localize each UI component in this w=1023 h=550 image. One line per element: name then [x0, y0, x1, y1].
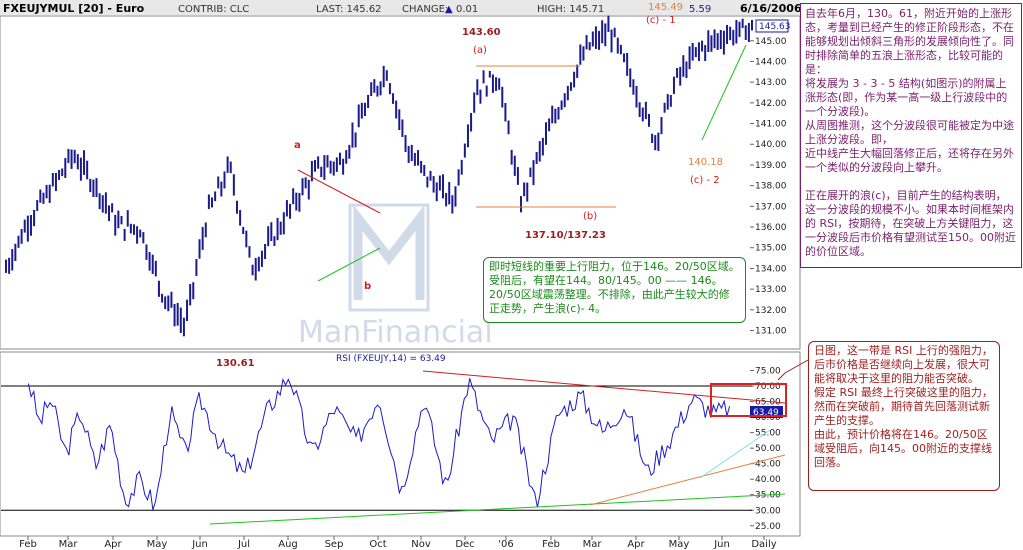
low-b-label: (b): [583, 211, 597, 222]
rsi-y-tick-label: 30.00: [755, 506, 781, 516]
change-arrow-icon: ▲: [445, 4, 453, 15]
rsi-resistance-highlight-box: [710, 383, 787, 417]
price-y-tick-label: 134.00: [755, 264, 787, 274]
x-tick-label: Aug: [278, 539, 298, 550]
watermark-logo: ManFinancial: [298, 203, 493, 350]
price-y-tick-label: 144.00: [755, 57, 787, 67]
rsi-title: RSI (FXEUJY,14) = 63.49: [336, 354, 446, 364]
rsi-y-tick-label: 60.00: [755, 413, 781, 423]
c2-label: (c) - 2: [690, 175, 720, 186]
small-b-label: b: [364, 281, 371, 292]
symbol-label: FXEUJYMUL [20] - Euro: [3, 2, 145, 15]
last-value-text: 145.63: [759, 22, 791, 32]
analysis-note-rsi: 日图，这一带是 RSI 上行的强阻力，后市价格是否继续向上发展，很大可能将取决于…: [808, 341, 1000, 491]
price-y-tick-label: 141.00: [755, 120, 787, 130]
rsi-note-connector: [777, 372, 786, 381]
small-a-label: a: [294, 140, 301, 151]
high-label: HIGH: 145.71: [537, 4, 604, 15]
price-y-tick-label: 131.00: [755, 327, 787, 337]
x-tick-label: Jun: [191, 539, 208, 550]
watermark-text: ManFinancial: [298, 315, 493, 350]
c1-value: 145.49: [648, 2, 683, 13]
rsi-value-text: 63.49: [753, 408, 779, 418]
rsi-support-line-cyan: [699, 429, 771, 479]
price-y-tick-label: 139.00: [755, 161, 787, 171]
price-y-tick-label: 140.00: [755, 140, 787, 150]
last-label: LAST: 145.62: [316, 4, 382, 15]
top-num-label: 5.59: [689, 4, 711, 15]
price-y-tick-label: 145.00: [755, 37, 787, 47]
x-tick-label: Mar: [59, 539, 79, 550]
x-tick-label: Feb: [19, 539, 37, 550]
rsi-support-line-long: [209, 493, 786, 525]
resistance-line-small-a: [297, 169, 381, 214]
c2-value: 140.18: [688, 157, 723, 168]
rsi-line-path: [27, 378, 731, 511]
x-tick-label: Jul: [237, 539, 250, 550]
peak-a-label: (a): [473, 45, 487, 56]
x-axis: Feb Mar Apr May Jun Jul Aug Sep Oct Nov Dec '06 Feb M…: [19, 536, 777, 550]
x-tick-label: Oct: [369, 539, 386, 550]
x-tick-label: Apr: [627, 539, 645, 550]
price-y-tick-label: 132.00: [755, 306, 787, 316]
x-tick-label: Feb: [542, 539, 560, 550]
x-tick-label: May: [669, 539, 690, 550]
price-bars: [5, 15, 753, 337]
price-y-tick-label: 136.00: [755, 223, 787, 233]
rsi-note-connector-2: [784, 359, 809, 374]
x-tick-label: Nov: [411, 539, 431, 550]
rsi-series: [27, 378, 731, 511]
low-2005-label: 130.61: [216, 358, 255, 369]
rsi-y-tick-label: 45.00: [755, 460, 781, 470]
x-tick-label: Daily: [751, 539, 776, 550]
x-tick-label: Sep: [325, 539, 344, 550]
rsi-y-tick-label: 35.00: [755, 491, 781, 501]
price-y-tick-label: 137.00: [755, 202, 787, 212]
rsi-resistance-line: [422, 370, 786, 404]
price-y-tick-label: 138.00: [755, 182, 787, 192]
x-tick-label: '06: [498, 539, 513, 550]
analysis-note-short-term: 即时短线的重要上行阻力，位于146。20/50区域。受阻后，有望在144。80/…: [483, 257, 746, 323]
change-label: CHANGE:: [402, 4, 448, 15]
c1-label: (c) - 1: [646, 15, 676, 26]
rsi-y-tick-label: 55.00: [755, 429, 781, 439]
rsi-panel: [0, 351, 801, 537]
price-y-tick-label: 133.00: [755, 285, 787, 295]
peak-a-value: 143.60: [462, 27, 501, 38]
rsi-y-axis: 25.00 30.00 35.00 40.00 45.00 50.00 55.00 60.00…: [1, 367, 781, 532]
price-y-tick-label: 135.00: [755, 244, 787, 254]
x-tick-label: Mar: [583, 539, 603, 550]
support-line-c2: [701, 44, 747, 141]
price-y-tick-label: 142.00: [755, 99, 787, 109]
rsi-y-tick-label: 50.00: [755, 444, 781, 454]
header-bar: [0, 0, 800, 15]
date-label: 6/16/2006: [740, 2, 802, 15]
low-b-value: 137.10/137.23: [525, 230, 606, 241]
rsi-support-line-orange: [589, 454, 786, 506]
contrib-label: CONTRIB: CLC: [178, 4, 249, 15]
rsi-y-tick-label: 65.00: [755, 398, 781, 408]
change-value: 0.01: [456, 4, 478, 15]
x-tick-label: Dec: [455, 539, 474, 550]
price-y-tick-label: 143.00: [755, 78, 787, 88]
x-tick-label: Apr: [104, 539, 122, 550]
rsi-y-tick-label: 75.00: [755, 367, 781, 377]
last-value-box: [755, 19, 789, 33]
rsi-y-tick-label: 70.00: [755, 382, 781, 392]
price-y-axis: 131.00 132.00 133.00 134.00 135.00 136.00 137.…: [750, 37, 787, 337]
x-tick-label: May: [147, 539, 168, 550]
analysis-note-main: 自去年6月，130。61，附近开始的上涨形态，考量到已经产生的修正阶段形态，不在…: [800, 3, 1022, 268]
rsi-y-tick-label: 25.00: [755, 522, 781, 532]
x-tick-label: Jun: [713, 539, 730, 550]
support-line-small-b: [317, 247, 381, 282]
rsi-y-tick-label: 40.00: [755, 475, 781, 485]
